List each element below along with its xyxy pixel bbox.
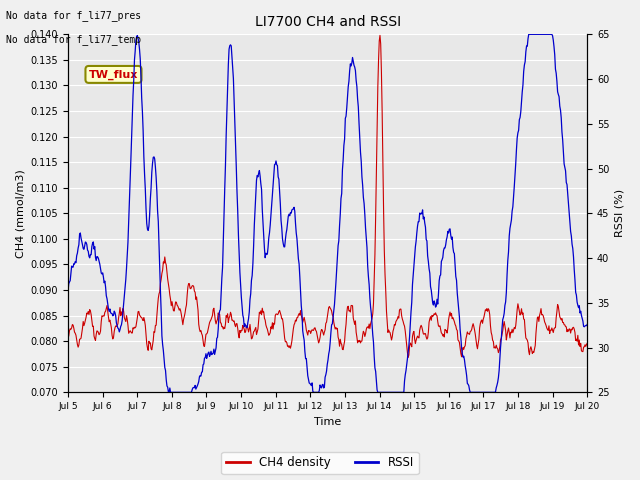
Text: No data for f_li77_pres: No data for f_li77_pres bbox=[6, 10, 141, 21]
Y-axis label: CH4 (mmol/m3): CH4 (mmol/m3) bbox=[15, 169, 25, 258]
Text: TW_flux: TW_flux bbox=[89, 69, 138, 80]
Text: No data for f_li77_temp: No data for f_li77_temp bbox=[6, 34, 141, 45]
X-axis label: Time: Time bbox=[314, 417, 341, 427]
Y-axis label: RSSI (%): RSSI (%) bbox=[615, 189, 625, 238]
Legend: CH4 density, RSSI: CH4 density, RSSI bbox=[221, 452, 419, 474]
Title: LI7700 CH4 and RSSI: LI7700 CH4 and RSSI bbox=[255, 15, 401, 29]
